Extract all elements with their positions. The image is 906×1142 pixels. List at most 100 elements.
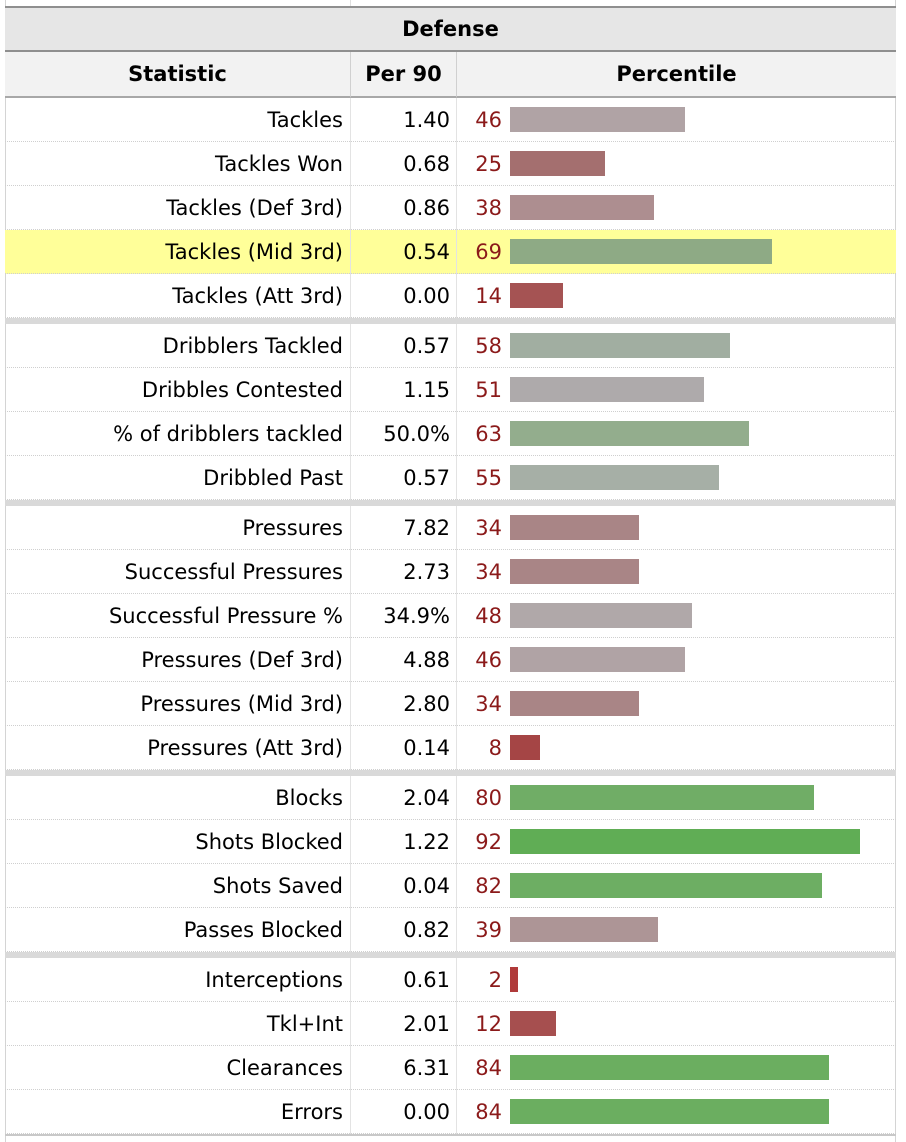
group-separator — [5, 952, 896, 958]
column-divider — [456, 186, 457, 230]
stat-name: Dribblers Tackled — [162, 333, 343, 358]
column-header-percentile[interactable]: Percentile — [457, 52, 896, 98]
table-row[interactable]: Tackles (Def 3rd) 0.86 38 — [5, 186, 896, 230]
group-separator — [5, 500, 896, 506]
per90-value: 1.15 — [403, 377, 450, 402]
table-row[interactable]: Dribbled Past 0.57 55 — [5, 456, 896, 500]
column-divider — [456, 412, 457, 456]
percentile-bar — [510, 735, 540, 760]
percentile-bar — [510, 151, 605, 176]
column-divider — [350, 638, 351, 682]
column-divider — [456, 324, 457, 368]
percentile-bar — [510, 603, 692, 628]
percentile-value: 58 — [475, 333, 502, 358]
column-divider — [456, 98, 457, 142]
per90-value: 7.82 — [403, 515, 450, 540]
stat-name: Tackles (Mid 3rd) — [165, 239, 343, 264]
percentile-value: 38 — [475, 195, 502, 220]
table-row[interactable]: Interceptions 0.61 2 — [5, 958, 896, 1002]
per90-value: 0.68 — [403, 151, 450, 176]
table-row[interactable]: Dribbles Contested 1.15 51 — [5, 368, 896, 412]
percentile-bar — [510, 1055, 829, 1080]
table-row[interactable]: Successful Pressure % 34.9% 48 — [5, 594, 896, 638]
column-divider — [350, 274, 351, 318]
percentile-value: 46 — [475, 107, 502, 132]
stat-name: Shots Saved — [212, 873, 343, 898]
column-divider — [350, 820, 351, 864]
table-row[interactable]: Errors 0.00 84 — [5, 1090, 896, 1134]
percentile-bar — [510, 421, 749, 446]
column-divider — [456, 368, 457, 412]
percentile-bar — [510, 1011, 556, 1036]
per90-value: 0.14 — [403, 735, 450, 760]
column-divider — [456, 726, 457, 770]
column-divider — [456, 274, 457, 318]
column-divider — [350, 324, 351, 368]
table-row[interactable]: Shots Blocked 1.22 92 — [5, 820, 896, 864]
table-row[interactable]: Pressures (Mid 3rd) 2.80 34 — [5, 682, 896, 726]
table-row[interactable]: Passes Blocked 0.82 39 — [5, 908, 896, 952]
column-divider — [350, 726, 351, 770]
percentile-value: 34 — [475, 691, 502, 716]
percentile-bar — [510, 967, 518, 992]
table-row[interactable]: Pressures (Def 3rd) 4.88 46 — [5, 638, 896, 682]
stat-name: Tackles — [267, 107, 343, 132]
column-header-per90[interactable]: Per 90 — [351, 52, 457, 98]
table-row[interactable]: Tackles 1.40 46 — [5, 98, 896, 142]
column-divider — [350, 506, 351, 550]
per90-value: 1.22 — [403, 829, 450, 854]
stat-name: Pressures (Att 3rd) — [147, 735, 343, 760]
column-divider — [456, 638, 457, 682]
percentile-bar — [510, 195, 654, 220]
column-divider — [350, 142, 351, 186]
column-divider — [456, 776, 457, 820]
table-row[interactable]: Successful Pressures 2.73 34 — [5, 550, 896, 594]
column-divider — [350, 776, 351, 820]
table-row[interactable]: Pressures (Att 3rd) 0.14 8 — [5, 726, 896, 770]
column-divider — [456, 1090, 457, 1134]
column-header-statistic[interactable]: Statistic — [5, 52, 351, 98]
table-row[interactable]: % of dribblers tackled 50.0% 63 — [5, 412, 896, 456]
table-row[interactable]: Tackles Won 0.68 25 — [5, 142, 896, 186]
stat-name: Pressures (Def 3rd) — [141, 647, 343, 672]
per90-value: 0.86 — [403, 195, 450, 220]
column-divider — [350, 958, 351, 1002]
table-row[interactable]: Blocks 2.04 80 — [5, 776, 896, 820]
column-divider — [456, 456, 457, 500]
stat-name: Successful Pressures — [124, 559, 343, 584]
percentile-bar — [510, 691, 639, 716]
percentile-value: 84 — [475, 1099, 502, 1124]
per90-value: 6.31 — [403, 1055, 450, 1080]
percentile-value: 55 — [475, 465, 502, 490]
stat-name: Errors — [280, 1099, 343, 1124]
column-divider — [350, 550, 351, 594]
percentile-value: 14 — [475, 283, 502, 308]
per90-value: 50.0% — [383, 421, 450, 446]
table-bottom-border — [5, 1134, 896, 1136]
percentile-bar — [510, 559, 639, 584]
column-divider — [350, 98, 351, 142]
percentile-bar — [510, 283, 563, 308]
column-divider — [456, 550, 457, 594]
table-row[interactable]: Tackles (Mid 3rd) 0.54 69 — [5, 230, 896, 274]
stat-name: Successful Pressure % — [108, 603, 343, 628]
per90-value: 2.73 — [403, 559, 450, 584]
column-divider — [456, 594, 457, 638]
percentile-value: 39 — [475, 917, 502, 942]
column-divider — [350, 230, 351, 274]
percentile-value: 8 — [488, 735, 502, 760]
column-divider — [350, 1090, 351, 1134]
percentile-bar — [510, 465, 719, 490]
table-row[interactable]: Dribblers Tackled 0.57 58 — [5, 324, 896, 368]
table-row[interactable]: Tackles (Att 3rd) 0.00 14 — [5, 274, 896, 318]
table-row[interactable]: Tkl+Int 2.01 12 — [5, 1002, 896, 1046]
column-divider — [456, 1046, 457, 1090]
table-row[interactable]: Clearances 6.31 84 — [5, 1046, 896, 1090]
column-divider — [350, 1002, 351, 1046]
percentile-value: 82 — [475, 873, 502, 898]
table-row[interactable]: Shots Saved 0.04 82 — [5, 864, 896, 908]
column-divider — [456, 230, 457, 274]
percentile-value: 69 — [475, 239, 502, 264]
stat-name: % of dribblers tackled — [113, 421, 343, 446]
table-row[interactable]: Pressures 7.82 34 — [5, 506, 896, 550]
